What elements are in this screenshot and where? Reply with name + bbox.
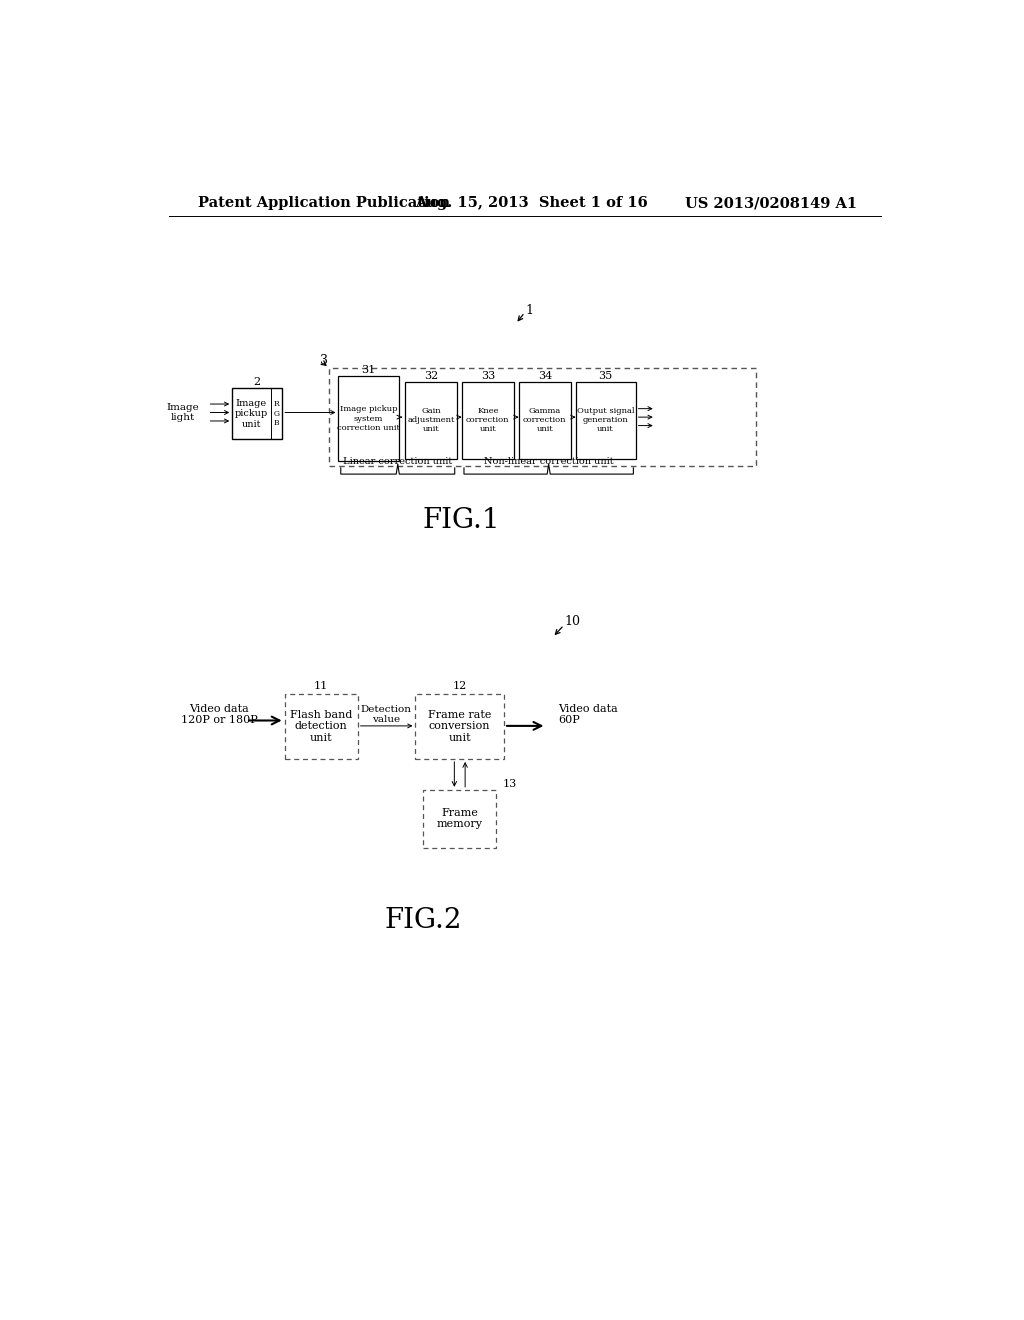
Bar — [270, 388, 283, 440]
Text: Knee
correction
unit: Knee correction unit — [466, 407, 510, 433]
Text: 34: 34 — [538, 371, 552, 380]
Text: 31: 31 — [361, 366, 376, 375]
Text: 11: 11 — [314, 681, 329, 690]
Bar — [518, 381, 571, 459]
Text: R
G
B: R G B — [273, 400, 280, 426]
Text: Gamma
correction
unit: Gamma correction unit — [523, 407, 566, 433]
Text: Linear correction unit: Linear correction unit — [343, 457, 453, 466]
Bar — [339, 376, 398, 461]
Bar — [232, 388, 283, 440]
Bar — [423, 789, 497, 847]
Bar — [416, 693, 504, 759]
Text: FIG.1: FIG.1 — [423, 507, 501, 533]
Text: 32: 32 — [424, 371, 438, 380]
Text: US 2013/0208149 A1: US 2013/0208149 A1 — [685, 197, 857, 210]
Text: Gain
adjustment
unit: Gain adjustment unit — [408, 407, 455, 433]
Bar — [330, 368, 756, 466]
Text: 35: 35 — [598, 371, 612, 380]
Text: 2: 2 — [254, 376, 261, 387]
Text: Image
pickup
unit: Image pickup unit — [234, 399, 268, 429]
Text: 33: 33 — [480, 371, 495, 380]
Text: Image
light: Image light — [167, 403, 200, 422]
Text: Frame rate
conversion
unit: Frame rate conversion unit — [428, 710, 492, 743]
Text: 3: 3 — [319, 354, 328, 367]
Text: 13: 13 — [503, 779, 517, 788]
Text: 12: 12 — [453, 681, 467, 690]
Text: 1: 1 — [525, 305, 534, 317]
Bar — [462, 381, 514, 459]
Text: Video data
120P or 180P: Video data 120P or 180P — [180, 704, 257, 725]
Bar — [285, 693, 357, 759]
Bar — [575, 381, 636, 459]
Text: Video data
60P: Video data 60P — [558, 704, 617, 725]
Text: Non-linear correction unit: Non-linear correction unit — [484, 457, 613, 466]
Text: Output signal
generation
unit: Output signal generation unit — [577, 407, 635, 433]
Bar — [404, 381, 457, 459]
Text: Patent Application Publication: Patent Application Publication — [199, 197, 451, 210]
Text: Detection
value: Detection value — [360, 705, 412, 725]
Text: FIG.2: FIG.2 — [384, 907, 462, 935]
Text: Aug. 15, 2013  Sheet 1 of 16: Aug. 15, 2013 Sheet 1 of 16 — [416, 197, 648, 210]
Text: Frame
memory: Frame memory — [436, 808, 482, 829]
Text: Image pickup
system
correction unit: Image pickup system correction unit — [337, 405, 400, 432]
Text: Flash band
detection
unit: Flash band detection unit — [290, 710, 352, 743]
Text: 10: 10 — [565, 615, 581, 628]
